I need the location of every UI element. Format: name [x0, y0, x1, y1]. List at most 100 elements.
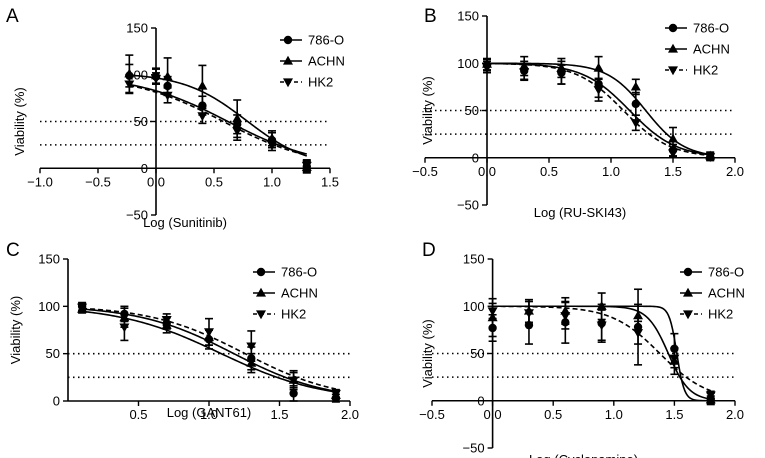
y-tick-label: 0: [477, 393, 484, 408]
data-point-hk2: [523, 309, 534, 319]
x-tick-label: 0.5: [540, 164, 558, 179]
x-axis-label: Log (Sunitinib): [143, 215, 227, 230]
x-tick-label: 1.0: [602, 164, 620, 179]
x-tick-label: 1.5: [270, 407, 288, 422]
y-tick-label: −50: [463, 441, 485, 456]
legend-label-achn: ACHN: [693, 42, 730, 57]
legend-marker-hk2: [283, 78, 293, 88]
y-tick-label: 0: [472, 150, 479, 165]
data-point-hk2: [246, 342, 257, 352]
x-tick-label: 0.5: [129, 407, 147, 422]
y-tick-label: 50: [46, 346, 60, 361]
x-tick-label: −0.5: [412, 164, 438, 179]
legend-marker-achn: [256, 287, 266, 297]
x-tick-label: 1.0: [605, 407, 623, 422]
data-point-hk2: [77, 303, 88, 313]
data-point-hk2: [232, 127, 243, 137]
data-point-hk2: [330, 389, 341, 399]
data-point-hk2: [124, 80, 135, 90]
legend: 786-O ACHN HK2: [280, 33, 345, 90]
y-tick-label: 100: [38, 299, 60, 314]
legend-marker-hk2: [668, 66, 678, 76]
data-point-achn: [668, 133, 678, 143]
x-tick-label: 2.0: [726, 407, 744, 422]
x-tick-label: 1.5: [664, 164, 682, 179]
y-tick-label: 150: [38, 252, 60, 267]
y-tick-label: 100: [463, 299, 485, 314]
data-point-hk2: [151, 74, 161, 84]
data-point-hk2: [556, 70, 567, 80]
x-tick-label: 0.0: [484, 407, 502, 422]
series-hk2: [124, 72, 312, 172]
x-tick-label: −0.5: [419, 407, 445, 422]
y-axis-label: Viability (%): [8, 296, 23, 364]
legend-label-hk2: HK2: [708, 307, 733, 322]
data-point-hk2: [519, 68, 530, 77]
y-tick-label: 0: [53, 394, 60, 409]
data-point-hk2: [119, 323, 130, 333]
data-point-hk2: [487, 307, 498, 317]
legend-marker-786-o: [683, 267, 693, 277]
x-tick-label: −0.5: [85, 174, 111, 189]
x-tick-label: 2.0: [341, 407, 359, 422]
legend-marker-hk2: [256, 310, 266, 320]
legend: 786-O ACHN HK2: [665, 21, 730, 78]
data-point-hk2: [301, 161, 312, 171]
x-tick-label: 0.5: [205, 174, 223, 189]
legend: 786-O ACHN HK2: [253, 265, 318, 322]
legend-label-hk2: HK2: [281, 307, 306, 322]
data-point-hk2: [593, 86, 604, 95]
data-point-achn: [197, 80, 208, 90]
panel-letter: C: [6, 240, 20, 261]
y-tick-label: 50: [134, 114, 148, 129]
data-point-achn: [246, 357, 257, 367]
x-axis-label: Log (GANT61): [167, 405, 252, 420]
x-axis-label: Log (RU-SKI43): [534, 205, 626, 220]
fit-curve-hk2: [129, 84, 307, 157]
legend-label-achn: ACHN: [308, 54, 345, 69]
x-tick-label: 0.0: [478, 164, 496, 179]
x-tick-label: 2.0: [726, 164, 744, 179]
data-point-hk2: [162, 91, 173, 101]
y-tick-label: 150: [457, 9, 479, 24]
y-tick-label: 50: [465, 103, 479, 118]
x-tick-label: −1.0: [27, 174, 53, 189]
y-axis-label: Viability (%): [420, 319, 435, 387]
data-point-achn: [232, 113, 243, 123]
series-hk2: [77, 302, 341, 399]
series-786-o: [125, 63, 311, 173]
legend-label-786-o: 786-O: [281, 265, 317, 280]
legend-label-786-o: 786-O: [708, 265, 744, 280]
series-hk2: [487, 300, 716, 401]
data-point-achn: [162, 71, 173, 81]
data-point-hk2: [560, 312, 571, 321]
legend-marker-hk2: [683, 310, 693, 320]
y-tick-label: −50: [457, 198, 479, 213]
data-point-achn: [633, 310, 644, 320]
data-point-hk2: [288, 376, 299, 386]
data-point-hk2: [482, 63, 492, 73]
x-tick-label: 1.0: [263, 174, 281, 189]
y-axis-label: Viability (%): [420, 76, 435, 144]
data-point-hk2: [596, 321, 607, 331]
data-point-achn: [630, 81, 641, 91]
chart-panel-c: C 0 50 100 150 0.5 1.0 1.5 2.0 Log (GANT61) Viabil…: [6, 240, 359, 422]
data-point-hk2: [161, 315, 172, 325]
x-tick-label: 0.0: [147, 174, 165, 189]
data-point-hk2: [633, 329, 644, 338]
legend-label-achn: ACHN: [281, 286, 318, 301]
chart-panel-d: D −50 0 50 100 150 −0.5 0.0 0.5 1.0 1.5 2.0 Log (Cyc…: [419, 240, 745, 458]
legend-marker-achn: [683, 287, 693, 297]
data-point-achn: [593, 62, 604, 72]
legend-marker-786-o: [283, 35, 293, 45]
y-tick-label: 150: [126, 21, 148, 36]
data-point-achn: [596, 301, 607, 310]
legend-marker-786-o: [668, 23, 678, 33]
panel-letter: D: [422, 240, 436, 261]
legend-label-786-o: 786-O: [308, 33, 344, 48]
data-point-hk2: [267, 141, 277, 151]
data-point-hk2: [705, 391, 716, 401]
data-point-hk2: [197, 112, 208, 122]
legend-label-achn: ACHN: [708, 286, 745, 301]
